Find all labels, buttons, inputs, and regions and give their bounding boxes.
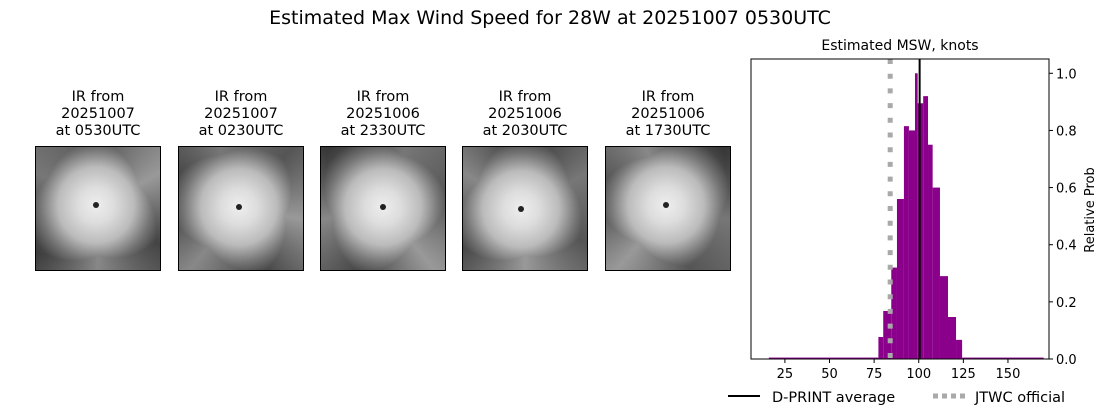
caption-line: IR from <box>356 89 410 105</box>
histogram-bar <box>768 357 879 359</box>
ir-panel: IR from 20251006 at 2330UTC <box>320 89 446 271</box>
caption-time: at 0530UTC <box>55 123 141 139</box>
histogram-bar <box>956 339 963 359</box>
y-tick-label: 1.0 <box>1056 67 1077 82</box>
histogram-bar <box>923 96 929 360</box>
caption-time: at 0230UTC <box>198 123 284 139</box>
ir-panel: IR from 20251007 at 0530UTC <box>35 89 161 271</box>
ir-panel: IR from 20251007 at 0230UTC <box>178 89 304 271</box>
ir-panel: IR from 20251006 at 1730UTC <box>605 89 731 271</box>
histogram-bar <box>908 130 915 359</box>
caption-time: at 1730UTC <box>625 123 711 139</box>
figure-title: Estimated Max Wind Speed for 28W at 2025… <box>269 7 831 29</box>
histogram-bar <box>914 73 918 360</box>
histogram-bar <box>883 311 892 359</box>
histogram-bar <box>962 357 1044 359</box>
storm-eye <box>380 204 386 210</box>
x-tick-label: 50 <box>821 367 838 382</box>
histogram-bar <box>939 276 949 359</box>
histogram-bar <box>948 317 957 359</box>
histogram-bar <box>928 144 933 359</box>
ir-panel: IR from 20251006 at 2030UTC <box>462 89 588 271</box>
ir-caption: IR from 20251007 at 0530UTC <box>35 89 161 140</box>
caption-line: IR from <box>498 89 552 105</box>
histogram-bar <box>878 337 884 359</box>
ir-satellite-image <box>320 146 446 271</box>
legend-jtwc-label: JTWC official <box>974 390 1065 406</box>
caption-date: 20251006 <box>488 106 562 122</box>
caption-date: 20251007 <box>204 106 278 122</box>
ir-satellite-image <box>178 146 304 271</box>
ir-satellite-image <box>35 146 161 271</box>
histogram-bar <box>896 199 904 359</box>
caption-line: IR from <box>214 89 268 105</box>
legend: D-PRINT average JTWC official <box>728 390 1065 406</box>
plot-frame <box>750 58 1050 360</box>
caption-line: IR from <box>641 89 695 105</box>
x-tick-label: 75 <box>866 367 883 382</box>
histogram-bar <box>932 187 940 359</box>
x-tick-label: 150 <box>996 367 1021 382</box>
x-tick-label: 125 <box>951 367 976 382</box>
storm-eye <box>236 204 242 210</box>
caption-date: 20251006 <box>346 106 420 122</box>
caption-time: at 2330UTC <box>340 123 426 139</box>
ir-caption: IR from 20251006 at 1730UTC <box>605 89 731 140</box>
storm-eye <box>518 206 524 212</box>
caption-date: 20251007 <box>61 106 135 122</box>
ir-satellite-image <box>462 146 588 271</box>
y-axis-label: Relative Prob <box>1083 167 1098 252</box>
y-tick-label: 0.6 <box>1056 182 1077 197</box>
caption-time: at 2030UTC <box>482 123 568 139</box>
ir-caption: IR from 20251006 at 2030UTC <box>462 89 588 140</box>
y-tick-label: 0.2 <box>1056 296 1077 311</box>
x-tick-label: 100 <box>906 367 931 382</box>
caption-line: IR from <box>71 89 125 105</box>
chart-title: Estimated MSW, knots <box>821 38 978 54</box>
y-tick-label: 0.4 <box>1056 239 1077 254</box>
x-tick-label: 25 <box>777 367 794 382</box>
y-tick-label: 0.0 <box>1056 353 1077 368</box>
histogram-bar <box>903 126 909 360</box>
histogram-bar <box>891 267 897 359</box>
legend-dprint-label: D-PRINT average <box>772 390 895 406</box>
y-tick-label: 0.8 <box>1056 124 1077 139</box>
storm-eye <box>663 202 669 208</box>
ir-caption: IR from 20251006 at 2330UTC <box>320 89 446 140</box>
caption-date: 20251006 <box>631 106 705 122</box>
ir-caption: IR from 20251007 at 0230UTC <box>178 89 304 140</box>
ir-satellite-image <box>605 146 731 271</box>
storm-eye <box>93 202 99 208</box>
